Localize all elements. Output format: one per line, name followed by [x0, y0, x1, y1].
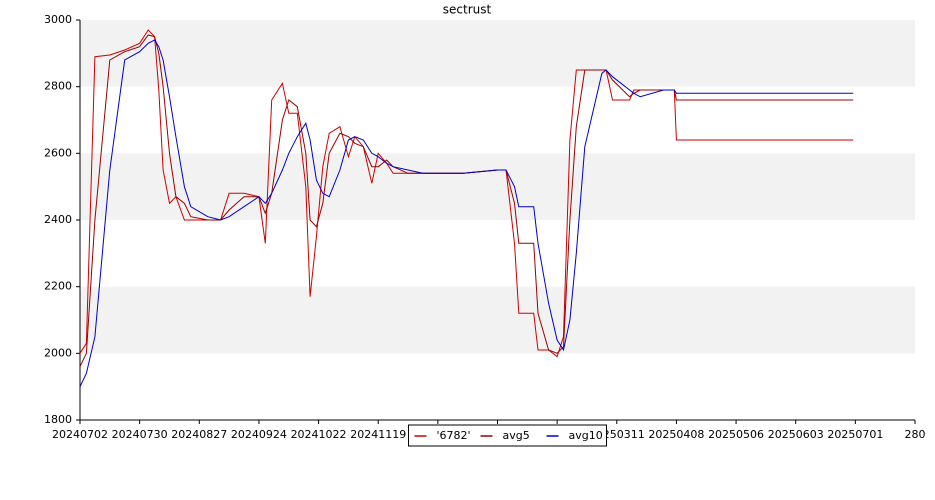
y-tick-label: 3000 — [44, 13, 72, 26]
y-tick-label: 1800 — [44, 413, 72, 426]
x-tick-label: 20240924 — [231, 428, 287, 441]
chart-title: sectrust — [443, 3, 492, 17]
x-tick-label: 280 — [905, 428, 926, 441]
grid-band — [80, 286, 915, 354]
y-tick-label: 2600 — [44, 146, 72, 159]
x-tick-label: 20240827 — [171, 428, 227, 441]
x-tick-label: 20241119 — [350, 428, 406, 441]
y-tick-label: 2400 — [44, 213, 72, 226]
x-tick-label: 20240730 — [112, 428, 168, 441]
series-line — [79, 34, 854, 367]
x-tick-label: 20241022 — [291, 428, 347, 441]
x-tick-label: 20250408 — [648, 428, 704, 441]
x-tick-label: 20250506 — [708, 428, 764, 441]
legend-label: avg5 — [503, 429, 530, 442]
y-tick-label: 2000 — [44, 346, 72, 359]
legend-label: avg10 — [569, 429, 603, 442]
grid-band — [80, 153, 915, 220]
x-tick-label: 20250603 — [768, 428, 824, 441]
grid-band — [80, 20, 915, 87]
series-line — [79, 29, 854, 358]
legend-box — [408, 424, 607, 447]
y-tick-label: 2800 — [44, 80, 72, 93]
series-line — [79, 39, 854, 387]
y-tick-label: 2200 — [44, 280, 72, 293]
legend-label: '6782' — [437, 429, 471, 442]
x-tick-label: 20250701 — [827, 428, 883, 441]
legend: '6782' avg5 avg10 — [408, 424, 607, 447]
x-tick-label: 20240702 — [52, 428, 108, 441]
